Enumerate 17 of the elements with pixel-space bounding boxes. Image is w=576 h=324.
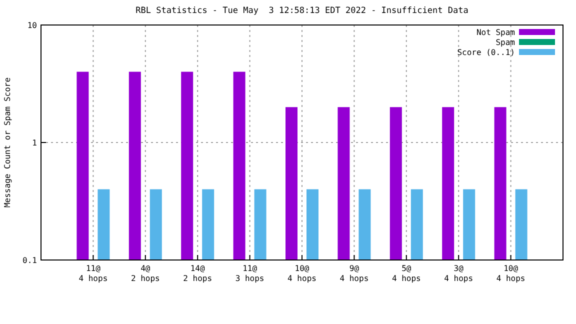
y-tick-label: 1: [32, 138, 38, 148]
x-tick-label: 11@ 4 hops: [78, 264, 108, 283]
legend-label: Not Spam: [476, 28, 516, 37]
x-tick-label: 9@ 4 hops: [340, 264, 369, 283]
legend-label: Spam: [496, 38, 516, 47]
x-tick-label: 11@ 3 hops: [235, 264, 264, 283]
x-tick-label: 10@ 4 hops: [496, 264, 526, 283]
x-tick-label: 3@ 4 hops: [444, 264, 474, 283]
y-axis-title: Message Count or Spam Score: [3, 77, 12, 208]
chart-title: RBL Statistics - Tue May 3 12:58:13 EDT 2022 - Insufficient Data: [136, 6, 468, 16]
x-tick-label: 5@ 4 hops: [392, 264, 422, 283]
x-tick-label: 14@ 2 hops: [183, 264, 212, 283]
legend-label: Score (0..1): [457, 48, 515, 57]
x-tick-label: 4@ 2 hops: [130, 264, 160, 283]
x-tick-label: 10@ 4 hops: [288, 264, 317, 283]
y-tick-label: 10: [27, 21, 38, 30]
y-tick-label: 0.1: [22, 256, 38, 265]
